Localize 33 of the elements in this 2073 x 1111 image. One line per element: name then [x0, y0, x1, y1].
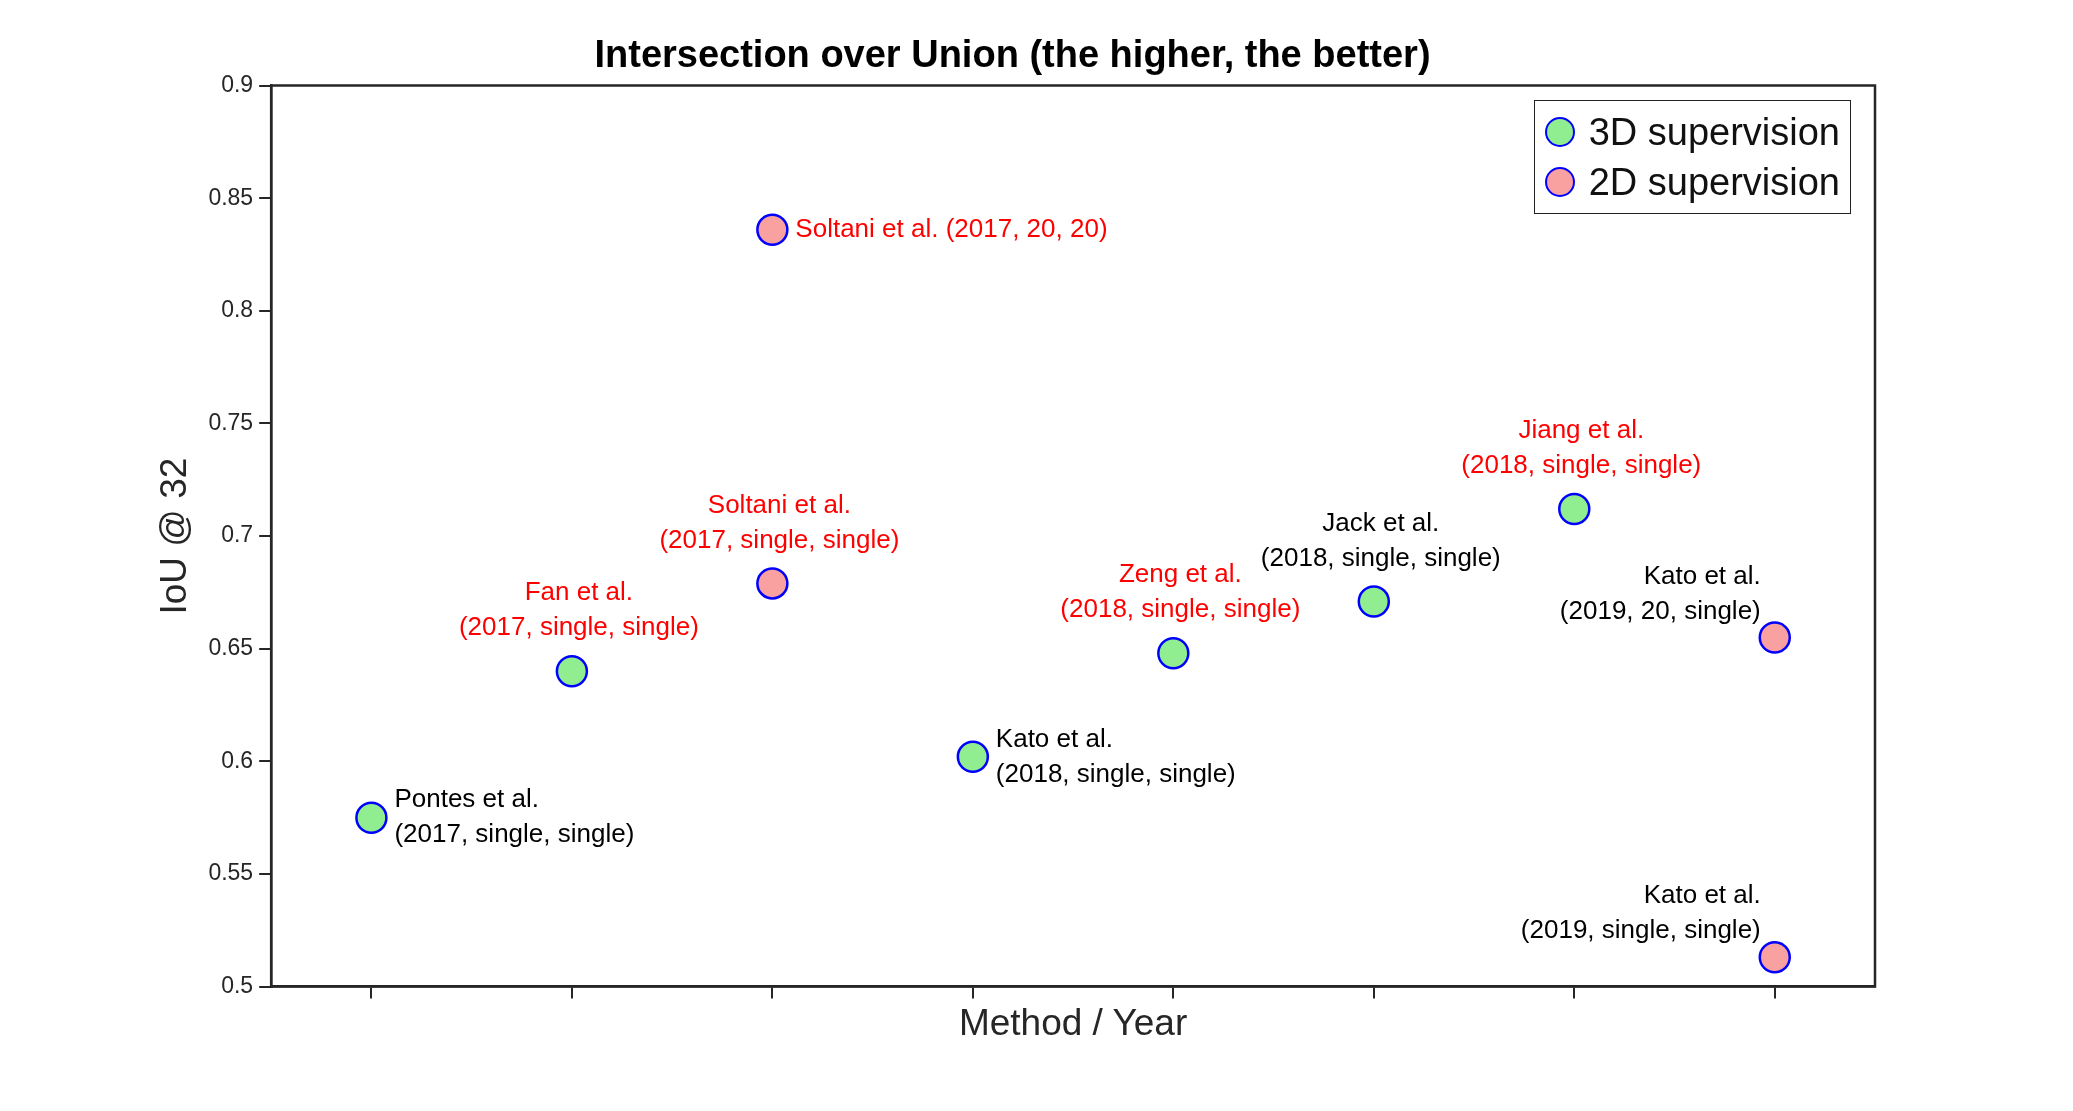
point	[1558, 492, 1591, 526]
y-tick-label: 0.85	[208, 183, 254, 210]
annotation: Pontes et al. (2017, single, single)	[394, 783, 635, 849]
y-tick-label: 0.75	[208, 408, 254, 435]
annotation: Fan et al. (2017, single, single)	[458, 576, 699, 642]
point	[1758, 621, 1792, 654]
point	[555, 655, 589, 688]
annotation: Jack et al. (2018, single, single)	[1260, 506, 1501, 572]
y-tick-label: 0.5	[221, 971, 254, 998]
point	[1357, 585, 1391, 618]
y-tick-label: 0.6	[221, 746, 254, 773]
annotation: Kato et al. (2019, single, single)	[1520, 879, 1761, 945]
annotation: Jiang et al. (2018, single, single)	[1461, 414, 1702, 480]
annotation: Kato et al. (2019, 20, single)	[1559, 559, 1761, 625]
point	[756, 567, 789, 600]
y-tick-label: 0.7	[221, 521, 254, 548]
x-axis-title: Method / Year	[958, 1002, 1188, 1043]
y-tick-label: 0.9	[221, 70, 254, 97]
y-tick-label: 0.55	[208, 859, 254, 886]
chart-title: Intersection over Union (the higher, the better)	[594, 33, 1431, 76]
point	[1758, 941, 1792, 974]
annotation: Soltani et al. (2017, 20, 20)	[795, 212, 1108, 243]
annotation: Soltani et al. (2017, single, single)	[659, 488, 900, 554]
y-axis-title: IoU @ 32	[153, 457, 195, 615]
point	[756, 213, 789, 247]
point	[956, 740, 990, 774]
legend-label: 2D supervision	[1588, 160, 1840, 205]
point	[355, 801, 388, 834]
legend-label: 3D supervision	[1588, 110, 1840, 155]
y-tick-label: 0.8	[221, 296, 254, 323]
point	[1157, 636, 1190, 670]
annotation: Kato et al. (2018, single, single)	[995, 722, 1236, 788]
y-tick-label: 0.65	[208, 634, 254, 661]
